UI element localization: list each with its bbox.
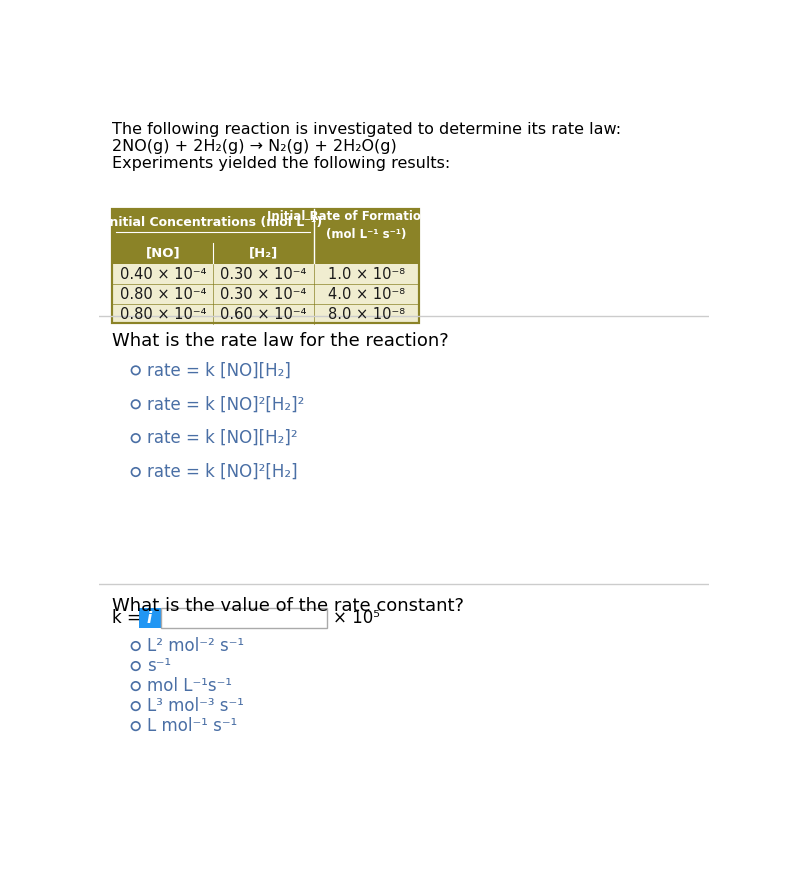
Text: [H₂]: [H₂] <box>249 247 278 260</box>
Text: 4.0 × 10⁻⁸: 4.0 × 10⁻⁸ <box>328 286 405 301</box>
Text: What is the rate law for the reaction?: What is the rate law for the reaction? <box>113 332 449 350</box>
Text: L² mol⁻² s⁻¹: L² mol⁻² s⁻¹ <box>147 637 244 655</box>
Text: 8.0 × 10⁻⁸: 8.0 × 10⁻⁸ <box>328 307 405 322</box>
Text: 2NO(g) + 2H₂(g) → N₂(g) + 2H₂O(g): 2NO(g) + 2H₂(g) → N₂(g) + 2H₂O(g) <box>113 139 397 154</box>
Text: [NO]: [NO] <box>146 247 180 260</box>
Text: s⁻¹: s⁻¹ <box>147 657 171 675</box>
Text: What is the value of the rate constant?: What is the value of the rate constant? <box>113 597 464 615</box>
FancyBboxPatch shape <box>113 209 418 243</box>
FancyBboxPatch shape <box>113 243 418 264</box>
FancyBboxPatch shape <box>161 608 327 628</box>
Text: Experiments yielded the following results:: Experiments yielded the following result… <box>113 156 451 171</box>
Text: The following reaction is investigated to determine its rate law:: The following reaction is investigated t… <box>113 122 622 137</box>
FancyBboxPatch shape <box>139 608 161 628</box>
Text: Initial Concentrations (mol L⁻¹): Initial Concentrations (mol L⁻¹) <box>105 216 322 229</box>
Text: rate = k [NO][H₂]: rate = k [NO][H₂] <box>147 361 291 379</box>
Text: 0.60 × 10⁻⁴: 0.60 × 10⁻⁴ <box>221 307 307 322</box>
Text: rate = k [NO]²[H₂]: rate = k [NO]²[H₂] <box>147 463 298 481</box>
Text: i: i <box>147 611 152 626</box>
Text: 0.80 × 10⁻⁴: 0.80 × 10⁻⁴ <box>120 307 206 322</box>
Text: 0.80 × 10⁻⁴: 0.80 × 10⁻⁴ <box>120 286 206 301</box>
Text: L³ mol⁻³ s⁻¹: L³ mol⁻³ s⁻¹ <box>147 698 243 715</box>
Text: mol L⁻¹s⁻¹: mol L⁻¹s⁻¹ <box>147 677 232 695</box>
Text: 0.40 × 10⁻⁴: 0.40 × 10⁻⁴ <box>120 267 206 282</box>
Text: × 10⁵: × 10⁵ <box>333 609 380 627</box>
Text: Initial Rate of Formation of N₂
(mol L⁻¹ s⁻¹): Initial Rate of Formation of N₂ (mol L⁻¹… <box>267 211 466 241</box>
Text: rate = k [NO][H₂]²: rate = k [NO][H₂]² <box>147 429 298 447</box>
Text: 0.30 × 10⁻⁴: 0.30 × 10⁻⁴ <box>221 267 307 282</box>
Text: k =: k = <box>113 609 141 627</box>
Text: 1.0 × 10⁻⁸: 1.0 × 10⁻⁸ <box>328 267 405 282</box>
Text: rate = k [NO]²[H₂]²: rate = k [NO]²[H₂]² <box>147 395 304 413</box>
Text: 0.30 × 10⁻⁴: 0.30 × 10⁻⁴ <box>221 286 307 301</box>
Text: L mol⁻¹ s⁻¹: L mol⁻¹ s⁻¹ <box>147 717 237 735</box>
FancyBboxPatch shape <box>113 209 418 323</box>
